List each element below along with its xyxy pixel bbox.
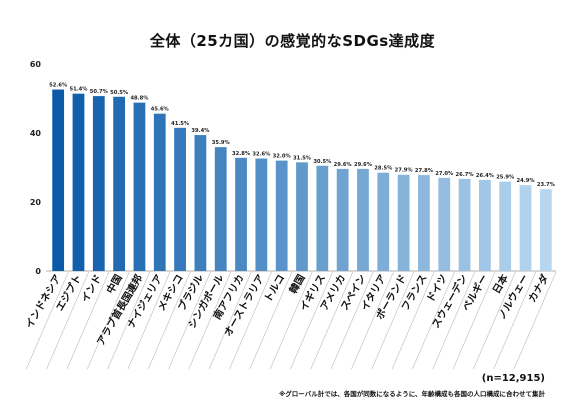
category-separator (391, 271, 435, 370)
data-label: 45.6% (151, 107, 170, 113)
x-tick-label: 日本 (490, 271, 512, 296)
data-label: 29.6% (334, 162, 353, 168)
category-separator (351, 271, 394, 370)
bar (519, 185, 532, 271)
x-tick-label: インド (79, 273, 104, 305)
chart-title: 全体（25カ国）の感覚的なSDGs達成度 (149, 32, 436, 50)
category-separator (432, 271, 475, 370)
y-tick-label: 0 (35, 267, 41, 276)
data-label: 32.0% (273, 154, 292, 160)
bar (153, 113, 166, 272)
data-label: 28.5% (374, 166, 393, 172)
category-separator (412, 271, 455, 370)
data-label: 50.5% (110, 90, 129, 96)
data-label: 27.9% (395, 168, 414, 174)
data-label: 50.7% (90, 89, 109, 95)
bar (377, 172, 390, 271)
category-separator (127, 271, 171, 370)
data-label: 31.5% (293, 155, 312, 161)
bar (357, 168, 369, 271)
data-label: 51.4% (69, 87, 88, 93)
category-separator (249, 271, 293, 370)
category-separator (493, 271, 536, 370)
category-separator (452, 271, 496, 370)
bar (275, 160, 288, 271)
data-label: 39.4% (191, 128, 210, 134)
bar (72, 93, 85, 271)
category-separator (66, 271, 110, 370)
data-label: 26.7% (456, 172, 475, 178)
footnote: ※グローバル計では、各国が同数になるように、年齢構成も各国の人口構成に合わせて集… (278, 390, 545, 398)
data-label: 52.6% (49, 83, 68, 89)
data-label: 41.5% (171, 121, 190, 127)
data-label: 23.7% (537, 182, 556, 188)
category-separator (26, 271, 69, 370)
bar (235, 157, 247, 271)
category-separator (290, 271, 333, 370)
data-label: 24.9% (517, 178, 536, 184)
y-tick-label: 60 (30, 60, 42, 69)
bar (113, 96, 126, 272)
bar (52, 89, 65, 271)
data-label: 27.8% (415, 168, 434, 174)
bar (458, 178, 471, 271)
bar (92, 96, 105, 272)
category-separator (188, 271, 232, 370)
data-label: 27.0% (435, 171, 454, 177)
data-label: 26.4% (476, 173, 495, 179)
category-separator (371, 271, 415, 370)
y-tick-label: 20 (30, 198, 42, 207)
bar (214, 147, 227, 271)
category-separator (46, 271, 89, 370)
data-label: 32.6% (252, 152, 271, 158)
bar (397, 174, 410, 271)
category-separator (513, 271, 557, 370)
category-separator (310, 271, 354, 370)
category-separator (107, 271, 150, 370)
bar (418, 175, 430, 271)
category-separator (147, 271, 191, 370)
category-separator (229, 271, 272, 370)
bar (316, 165, 329, 271)
bar (133, 102, 146, 271)
sample-size-label: (n=12,915) (481, 373, 545, 384)
category-separator (269, 271, 313, 370)
bar (478, 179, 491, 271)
category-separator (168, 271, 211, 370)
x-tick-label: 韓国 (286, 272, 307, 296)
data-label: 25.9% (496, 175, 515, 181)
data-label: 35.9% (212, 140, 231, 146)
bar (296, 162, 308, 271)
bar (336, 168, 349, 271)
data-label: 30.5% (313, 159, 332, 165)
bar (174, 127, 186, 271)
bar (194, 135, 207, 271)
bar (438, 177, 451, 271)
bar (255, 158, 268, 271)
category-separator (473, 271, 516, 370)
y-tick-label: 40 (30, 129, 42, 138)
data-label: 48.8% (130, 96, 149, 102)
bar (539, 189, 552, 271)
x-tick-label: カナダ (525, 272, 551, 304)
category-separator (330, 271, 374, 370)
category-separator (208, 271, 252, 370)
x-tick-label: 中国 (103, 272, 124, 296)
category-separator (87, 271, 130, 370)
data-label: 29.6% (354, 162, 373, 168)
data-label: 32.8% (232, 151, 251, 157)
bar (499, 181, 512, 271)
x-tick-label: トルコ (262, 273, 287, 305)
